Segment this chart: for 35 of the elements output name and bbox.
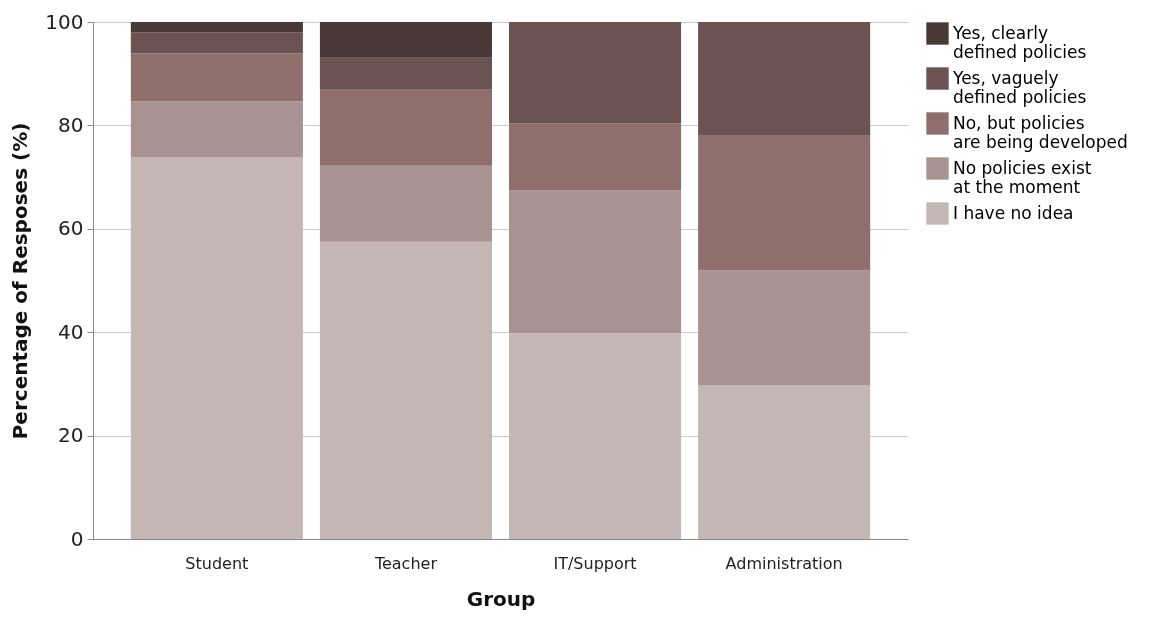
bar [130,101,303,158]
bar [319,22,492,58]
legend-label: Yes, vaguely defined policies [952,67,1087,107]
legend-label: No policies exist at the moment [953,157,1092,197]
bar [130,53,303,102]
bar [509,22,682,124]
y-tick-label: 80 [58,112,84,137]
bar [130,32,303,54]
bar [698,135,871,271]
legend-label: Yes, clearly defined policies [952,22,1087,62]
y-axis-title: Percentage of Resposes (%) [8,122,33,440]
x-axis-title: Group [466,586,536,611]
bar [319,89,492,166]
bar [319,165,492,242]
y-tick-label: 100 [45,9,84,34]
y-tick-label: 20 [58,423,84,448]
bar [698,384,871,539]
x-tick-label: IT/Support [553,553,637,573]
legend-label: I have no idea [953,202,1074,223]
y-tick-label: 60 [58,216,84,241]
bar [130,22,303,33]
bar [130,157,303,539]
bar [509,123,682,191]
bar [698,270,871,385]
x-tick-label: Teacher [373,553,438,573]
bar [319,241,492,539]
x-tick-label: Administration [725,553,843,573]
x-tick-label: Student [185,553,249,573]
y-tick-label: 0 [70,526,84,551]
bar [698,22,871,136]
bar [509,190,682,334]
bar [509,333,682,539]
y-tick-label: 40 [58,319,84,344]
legend-label: No, but policies are being developed [953,112,1128,152]
bar [319,57,492,90]
